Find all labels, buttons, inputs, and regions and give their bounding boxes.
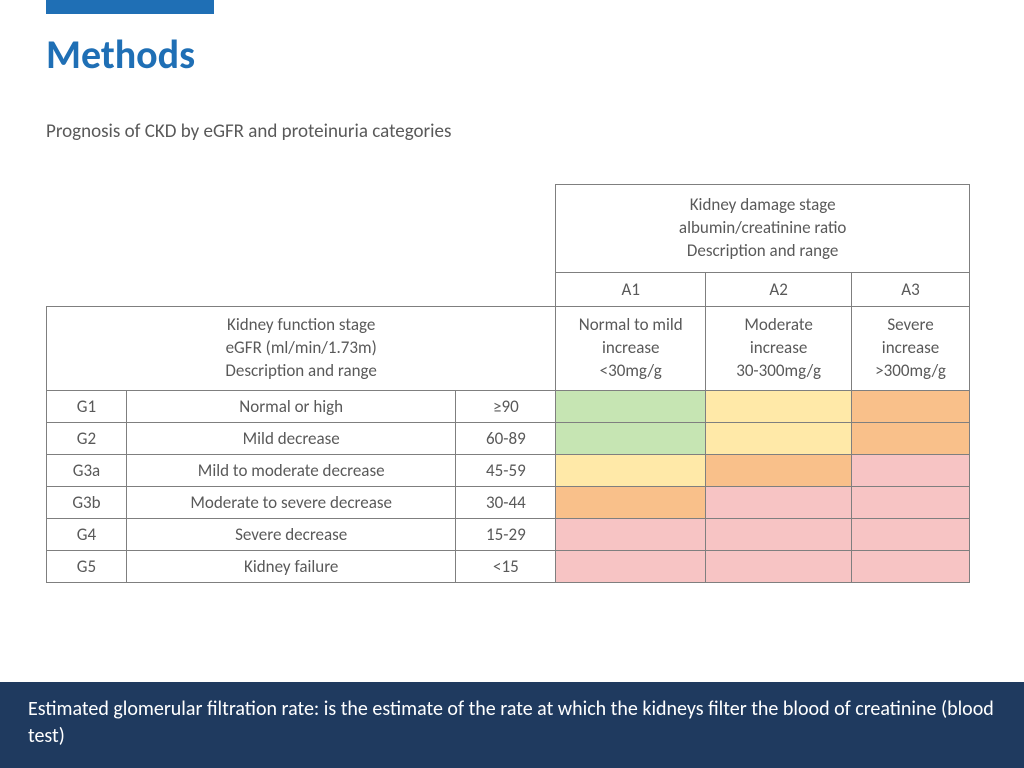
col-code-a3: A3 [852,273,970,307]
risk-cell [556,391,706,423]
risk-cell [852,455,970,487]
risk-cell [556,519,706,551]
row-desc: Severe decrease [126,519,456,551]
table-row: G5Kidney failure<15 [47,551,970,583]
row-range: ≥90 [456,391,556,423]
risk-cell [556,455,706,487]
row-code: G3a [47,455,127,487]
col-code-a2: A2 [706,273,852,307]
row-range: 15-29 [456,519,556,551]
table-row: G2Mild decrease60-89 [47,423,970,455]
col-desc-a1: Normal to mildincrease<30mg/g [556,307,706,391]
table-row: G3bModerate to severe decrease30-44 [47,487,970,519]
col-code-a1: A1 [556,273,706,307]
row-code: G4 [47,519,127,551]
col-desc-a3: Severeincrease>300mg/g [852,307,970,391]
row-range: 30-44 [456,487,556,519]
row-range: <15 [456,551,556,583]
blank-cell [47,273,556,307]
risk-cell [556,423,706,455]
ckd-prognosis-table: Kidney damage stagealbumin/creatinine ra… [46,184,970,583]
row-desc: Moderate to severe decrease [126,487,456,519]
row-range: 60-89 [456,423,556,455]
risk-cell [852,391,970,423]
col-desc-a2: Moderateincrease30-300mg/g [706,307,852,391]
table-row: G4Severe decrease15-29 [47,519,970,551]
risk-cell [706,551,852,583]
row-desc: Mild decrease [126,423,456,455]
row-header-block: Kidney function stageeGFR (ml/min/1.73m)… [47,307,556,391]
row-code: G2 [47,423,127,455]
row-desc: Normal or high [126,391,456,423]
risk-cell [706,391,852,423]
risk-cell [556,551,706,583]
risk-cell [852,551,970,583]
risk-cell [706,423,852,455]
table-row: G1Normal or high≥90 [47,391,970,423]
risk-cell [706,487,852,519]
row-range: 45-59 [456,455,556,487]
risk-cell [852,487,970,519]
column-header-block: Kidney damage stagealbumin/creatinine ra… [556,185,970,273]
risk-cell [706,519,852,551]
risk-cell [706,455,852,487]
accent-bar [46,0,214,14]
risk-cell [556,487,706,519]
blank-cell [47,185,556,273]
row-code: G5 [47,551,127,583]
row-desc: Kidney failure [126,551,456,583]
footer-note: Estimated glomerular filtration rate: is… [0,682,1024,768]
page-title: Methods [46,30,195,79]
risk-cell [852,423,970,455]
risk-cell [852,519,970,551]
table-row: G3aMild to moderate decrease45-59 [47,455,970,487]
page-subtitle: Prognosis of CKD by eGFR and proteinuria… [46,120,451,143]
row-code: G3b [47,487,127,519]
row-desc: Mild to moderate decrease [126,455,456,487]
row-code: G1 [47,391,127,423]
